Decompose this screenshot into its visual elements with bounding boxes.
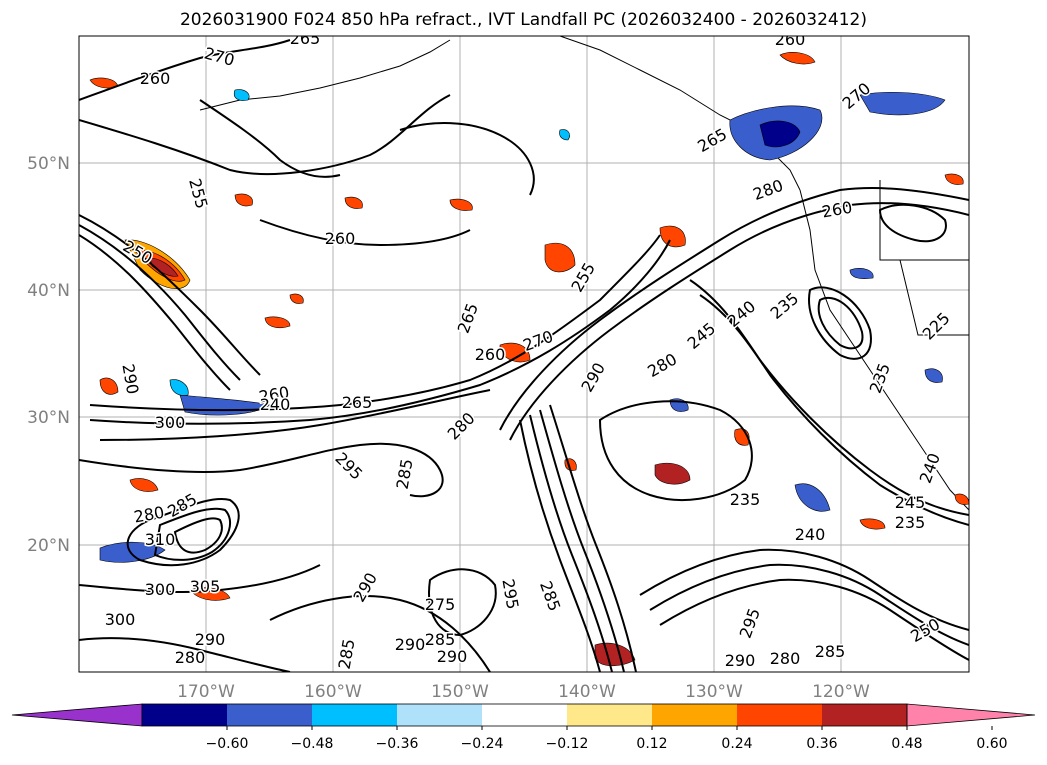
contour-label: 240 bbox=[260, 395, 291, 414]
contour-label: 235 bbox=[895, 513, 926, 532]
contour-label: 245 bbox=[895, 493, 926, 512]
colorbar-segment bbox=[652, 704, 737, 726]
lon-label: 140°W bbox=[558, 682, 616, 702]
colorbar-segment bbox=[227, 704, 312, 726]
contour-label: 300 bbox=[155, 413, 186, 432]
lat-label: 30°N bbox=[27, 408, 70, 428]
colorbar-segment bbox=[397, 704, 482, 726]
contour-label: 300 bbox=[145, 580, 176, 599]
contour-label: 260 bbox=[140, 69, 171, 88]
contour-label: 260 bbox=[775, 30, 806, 49]
colorbar-tick-label: −0.24 bbox=[461, 736, 504, 752]
colorbar-segment bbox=[567, 704, 652, 726]
contour-label: 260 bbox=[325, 229, 356, 248]
contour-label: 290 bbox=[725, 651, 756, 670]
contour-label: 265 bbox=[342, 393, 373, 412]
colorbar-tick-label: −0.12 bbox=[546, 736, 589, 752]
longitude-axis: 170°W 160°W 150°W 140°W 130°W 120°W bbox=[177, 682, 870, 702]
colorbar-min-extension bbox=[11, 703, 143, 727]
contour-label: 290 bbox=[395, 635, 426, 654]
lon-label: 170°W bbox=[177, 682, 235, 702]
latitude-axis: 50°N 40°N 30°N 20°N bbox=[27, 154, 70, 556]
contour-label: 260 bbox=[475, 345, 506, 364]
contour-label: 305 bbox=[190, 577, 221, 596]
contour-label: 310 bbox=[145, 530, 176, 549]
map-frame bbox=[78, 35, 970, 673]
lat-label: 40°N bbox=[27, 281, 70, 301]
contour-label: 290 bbox=[437, 647, 468, 666]
colorbar-tick-label: 0.24 bbox=[721, 736, 752, 752]
lat-label: 20°N bbox=[27, 536, 70, 556]
colorbar-segment bbox=[482, 704, 567, 726]
graticule bbox=[79, 36, 969, 672]
contour-lines bbox=[79, 39, 969, 672]
colorbar-tick-label: 0.48 bbox=[891, 736, 922, 752]
colorbar-segment bbox=[142, 704, 227, 726]
contour-label: 300 bbox=[105, 610, 136, 629]
colorbar-tick-label: −0.48 bbox=[291, 736, 334, 752]
colorbar-segment bbox=[822, 704, 907, 726]
lon-label: 160°W bbox=[304, 682, 362, 702]
contour-label: 265 bbox=[290, 29, 321, 48]
colorbar-segment bbox=[737, 704, 822, 726]
colorbar-tick-label: 0.36 bbox=[806, 736, 837, 752]
contour-label: 235 bbox=[730, 490, 761, 509]
map-title: 2026031900 F024 850 hPa refract., IVT La… bbox=[179, 10, 867, 30]
contour-label: 280 bbox=[175, 648, 206, 667]
contour-label: 290 bbox=[195, 630, 226, 649]
colorbar-frame bbox=[141, 703, 908, 727]
contour-label: 285 bbox=[425, 630, 456, 649]
colorbar-tick-label: 0.12 bbox=[636, 736, 667, 752]
contour-label: 275 bbox=[425, 595, 456, 614]
contour-label: 280 bbox=[770, 649, 801, 668]
lat-label: 50°N bbox=[27, 154, 70, 174]
lon-label: 120°W bbox=[812, 682, 870, 702]
colorbar-segment bbox=[312, 704, 397, 726]
contour-label: 240 bbox=[795, 525, 826, 544]
lon-label: 130°W bbox=[685, 682, 743, 702]
colorbar-tick-label: −0.60 bbox=[206, 736, 249, 752]
colorbar-max-extension bbox=[906, 703, 1036, 727]
contour-label: 285 bbox=[815, 642, 846, 661]
lon-label: 150°W bbox=[431, 682, 489, 702]
colorbar-tick-label: 0.60 bbox=[976, 736, 1007, 752]
colorbar-tick-label: −0.36 bbox=[376, 736, 419, 752]
colorbar: −0.60 −0.48 −0.36 −0.24 −0.12 0.12 0.24 0.36 0.4… bbox=[11, 703, 1036, 752]
